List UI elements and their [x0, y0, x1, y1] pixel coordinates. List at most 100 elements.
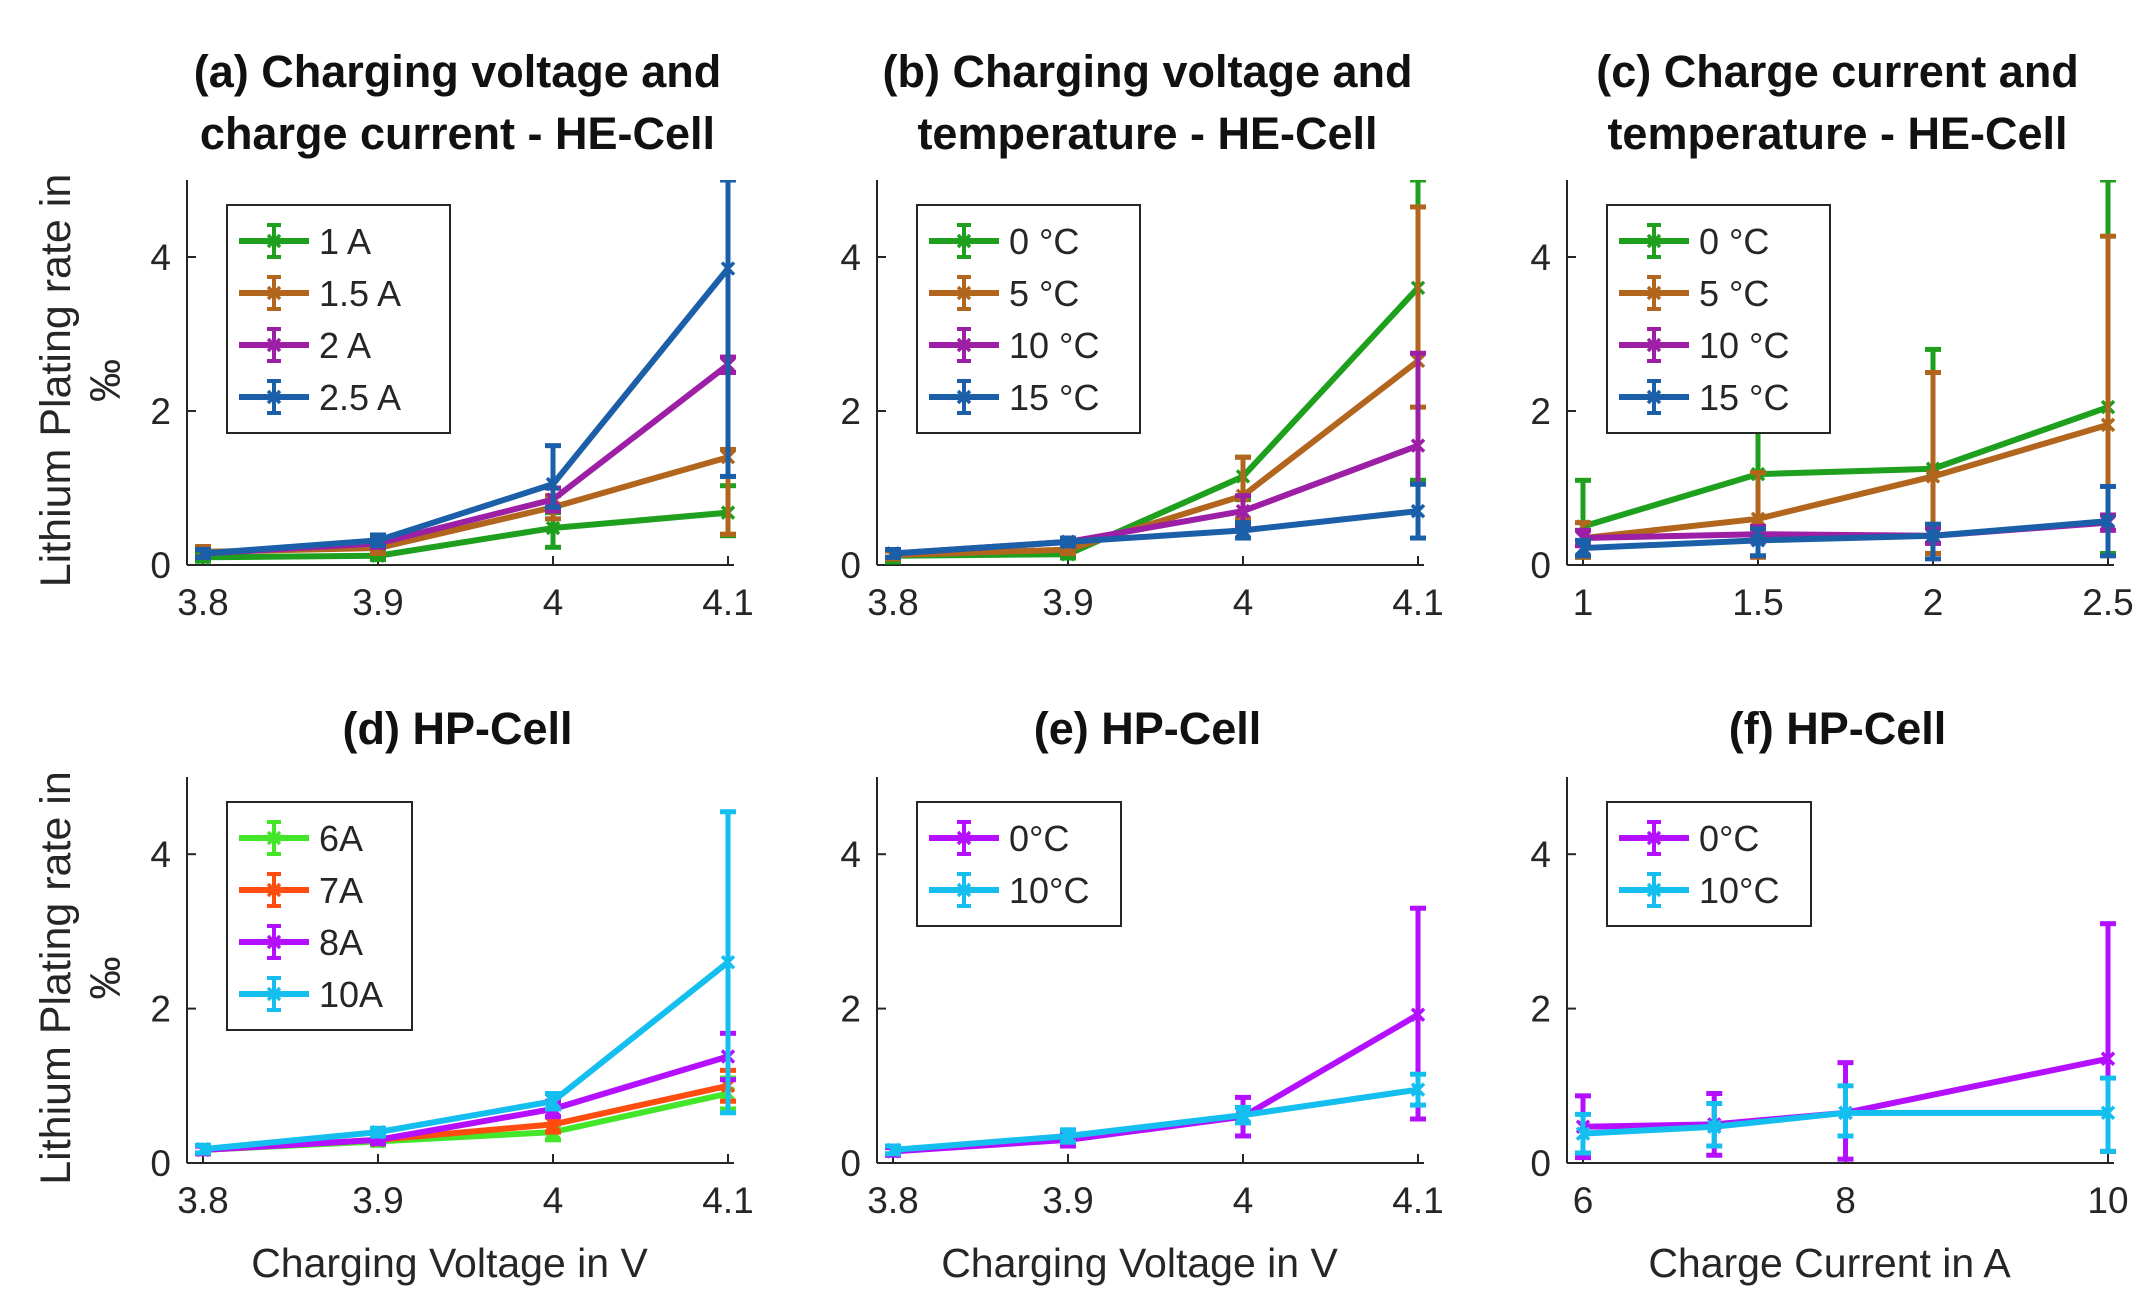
legend-item: 0°C: [929, 818, 1069, 859]
legend-marker: [266, 882, 282, 898]
panel-title: (e) HP-Cell: [1034, 703, 1262, 754]
series-line: [1582, 1109, 2108, 1137]
legend-item: 10 °C: [1619, 325, 1789, 366]
x-tick-label: 1.5: [1732, 582, 1783, 623]
series-line: [892, 1012, 1420, 1155]
legend-box: [916, 801, 1122, 927]
panel-title-line-1: (c) Charge current and: [1596, 46, 2079, 97]
legend-marker: [266, 337, 282, 353]
series-10-c: [885, 1071, 1426, 1158]
legend-item: 5 °C: [929, 273, 1079, 314]
x-tick-label: 4.1: [702, 582, 753, 623]
data-point: [1925, 469, 1941, 484]
data-point: [1060, 534, 1076, 550]
panel-b: 0 2 4 3.8 3.9 4 4.1 (b) Charging voltage and tem…: [840, 46, 1443, 623]
legend-item: 10°C: [929, 870, 1089, 911]
panel-title-line-2: charge current - HE-Cell: [200, 108, 715, 159]
legend-label: 6A: [319, 818, 363, 859]
legend-label: 2 A: [319, 325, 371, 366]
y-tick-label: 0: [1530, 1143, 1551, 1184]
x-tick-label: 4.1: [1392, 1180, 1443, 1221]
x-axis-label: Charging Voltage in V: [251, 1240, 648, 1286]
x-tick-label: 3.9: [1042, 1180, 1093, 1221]
legend-marker: [1646, 233, 1662, 249]
legend-marker: [956, 285, 972, 301]
plot-area: [885, 180, 1426, 565]
legend-marker: [1646, 882, 1662, 898]
legend-marker: [956, 337, 972, 353]
y-tick-label: 0: [150, 545, 171, 586]
legend-marker: [1646, 285, 1662, 301]
data-point: [2100, 417, 2116, 433]
legend-label: 15 °C: [1009, 377, 1099, 418]
legend-marker: [266, 986, 282, 1002]
y-tick-label: 4: [1530, 834, 1551, 875]
legend-marker: [1646, 389, 1662, 405]
data-point: [1575, 540, 1591, 556]
panel-a: 0 2 4 3.8 3.9 4 4.1 (a) Charging voltage and cha…: [32, 46, 754, 623]
legend: 6A 7A 8A 10A: [226, 801, 413, 1031]
x-axis-label: Charging Voltage in V: [941, 1240, 1338, 1286]
x-tick-label: 8: [1835, 1180, 1856, 1221]
series-10a: [195, 809, 736, 1157]
series-line: [1582, 518, 2109, 552]
data-point: [1410, 1007, 1426, 1023]
data-point: [195, 546, 211, 561]
data-point: [1750, 511, 1766, 527]
data-point: [1410, 438, 1426, 453]
series-10-c: [1575, 1075, 2116, 1156]
legend-label: 0°C: [1699, 818, 1759, 859]
x-tick-label: 4.1: [702, 1180, 753, 1221]
x-tick-label: 4: [1233, 1180, 1254, 1221]
y-tick-label: 0: [150, 1143, 171, 1184]
legend-label: 0 °C: [1699, 221, 1769, 262]
legend-marker: [956, 389, 972, 405]
panel-e: 0 2 4 3.8 3.9 4 4.1 (e) HP-Cell Charging Voltage…: [840, 703, 1443, 1286]
data-point: [720, 261, 736, 276]
y-tick-label: 4: [1530, 237, 1551, 278]
data-point: [2100, 513, 2116, 529]
legend-label: 15 °C: [1699, 377, 1789, 418]
x-tick-label: 3.9: [1042, 582, 1093, 623]
legend-label: 2.5 A: [319, 377, 401, 418]
legend-marker: [266, 389, 282, 405]
y-axis-label-line-1: Lithium Plating rate in: [32, 174, 80, 588]
series-line: [202, 454, 729, 555]
x-axis-label: Charge Current in A: [1648, 1240, 2011, 1286]
panel-title: (f) HP-Cell: [1729, 703, 1947, 754]
legend: 0°C 10°C: [916, 801, 1122, 927]
legend: 0 °C 5 °C 10 °C 15 °C: [1606, 204, 1831, 434]
series-0-c: [885, 905, 1426, 1159]
series-line: [202, 509, 729, 561]
x-tick-label: 3.8: [177, 1180, 228, 1221]
x-tick-label: 3.9: [352, 582, 403, 623]
data-point: [370, 1124, 386, 1140]
x-tick-label: 4: [1233, 582, 1254, 623]
x-tick-label: 2: [1923, 582, 1944, 623]
legend-label: 8A: [319, 922, 363, 963]
y-tick-label: 2: [840, 989, 861, 1030]
plot-area: [1575, 180, 2116, 562]
data-point: [1925, 528, 1941, 543]
x-tick-label: 3.8: [867, 582, 918, 623]
y-tick-label: 0: [1530, 545, 1551, 586]
legend-label: 10°C: [1009, 870, 1089, 911]
series-line: [202, 1053, 729, 1153]
series-line: [892, 1086, 1419, 1153]
legend-marker: [956, 882, 972, 898]
data-point: [1750, 533, 1766, 548]
panel-title-line-1: (a) Charging voltage and: [194, 46, 722, 97]
legend-marker: [266, 285, 282, 301]
legend-item: 2.5 A: [239, 377, 401, 418]
series-line: [892, 358, 1420, 558]
legend-item: 1 A: [239, 221, 371, 262]
x-tick-label: 4: [543, 1180, 564, 1221]
x-tick-label: 4: [543, 582, 564, 623]
y-tick-label: 0: [840, 545, 861, 586]
series-line: [1582, 421, 2109, 542]
legend-item: 0 °C: [1619, 221, 1769, 262]
y-tick-label: 4: [840, 237, 861, 278]
x-tick-label: 3.8: [177, 582, 228, 623]
series-2-5-a: [195, 180, 736, 561]
